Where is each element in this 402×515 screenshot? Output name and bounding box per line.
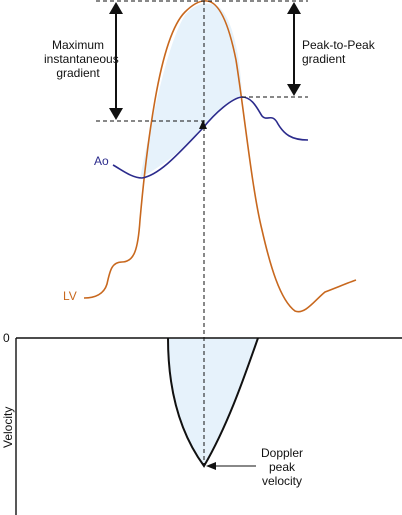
gradient-shaded-area xyxy=(140,3,242,179)
ao-pressure-curve xyxy=(112,96,309,179)
max-gradient-arrowhead-top xyxy=(109,2,123,14)
max-gradient-line-3: gradient xyxy=(56,66,100,80)
doppler-shaded-area xyxy=(168,338,258,466)
max-gradient-line-1: Maximum xyxy=(51,38,104,52)
doppler-line-3: velocity xyxy=(261,474,302,488)
peak-to-peak-arrowhead-bottom xyxy=(287,84,301,96)
peak-to-peak-arrowhead-top xyxy=(287,2,301,14)
doppler-pointer-arrowhead xyxy=(206,462,216,470)
doppler-line-2: peak xyxy=(268,460,296,474)
ao-intersection-arrowhead xyxy=(199,120,207,129)
doppler-peak-label: Doppler peak velocity xyxy=(253,446,311,488)
velocity-axis-label: Velocity xyxy=(1,406,15,448)
max-gradient-label: Maximum instantaneous gradient xyxy=(44,38,119,80)
peak-to-peak-label: Peak-to-Peak gradient xyxy=(302,38,375,66)
max-gradient-arrowhead-bottom xyxy=(109,108,123,120)
peak-to-peak-line-1: Peak-to-Peak xyxy=(302,38,375,52)
lv-label: LV xyxy=(63,289,77,303)
lv-pressure-curve xyxy=(83,0,357,313)
zero-label: 0 xyxy=(3,331,10,345)
max-gradient-line-2: instantaneous xyxy=(44,52,119,66)
peak-to-peak-line-2: gradient xyxy=(302,52,346,66)
doppler-line-1: Doppler xyxy=(260,446,304,460)
ao-label: Ao xyxy=(94,154,109,168)
